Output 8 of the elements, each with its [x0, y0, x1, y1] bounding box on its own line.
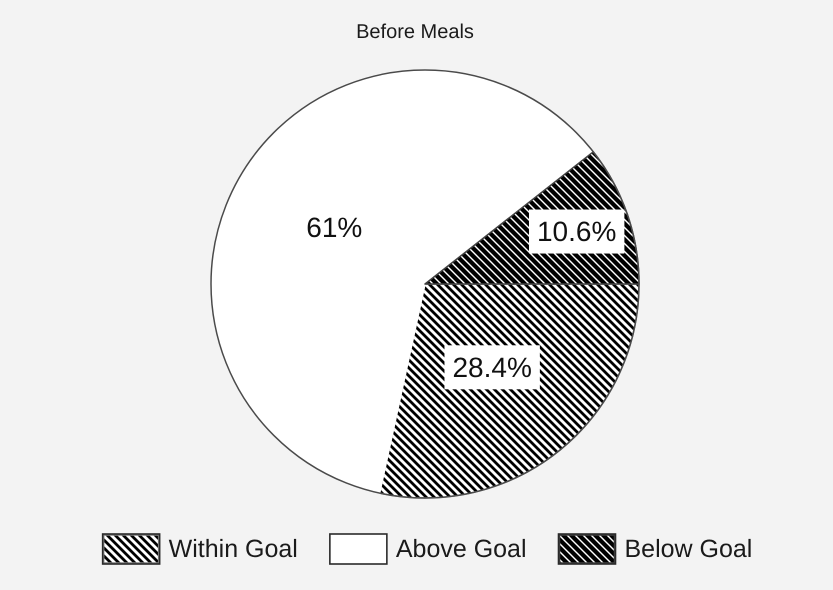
chart-title: Before Meals [356, 21, 474, 43]
data-label: 61% [306, 212, 362, 243]
legend-label: Within Goal [168, 535, 298, 563]
data-label: 10.6% [536, 216, 616, 248]
legend-label: Below Goal [624, 535, 752, 563]
data-label: 28.4% [452, 352, 532, 383]
legend-label: Above Goal [396, 535, 527, 563]
pie-slice [378, 283, 640, 499]
